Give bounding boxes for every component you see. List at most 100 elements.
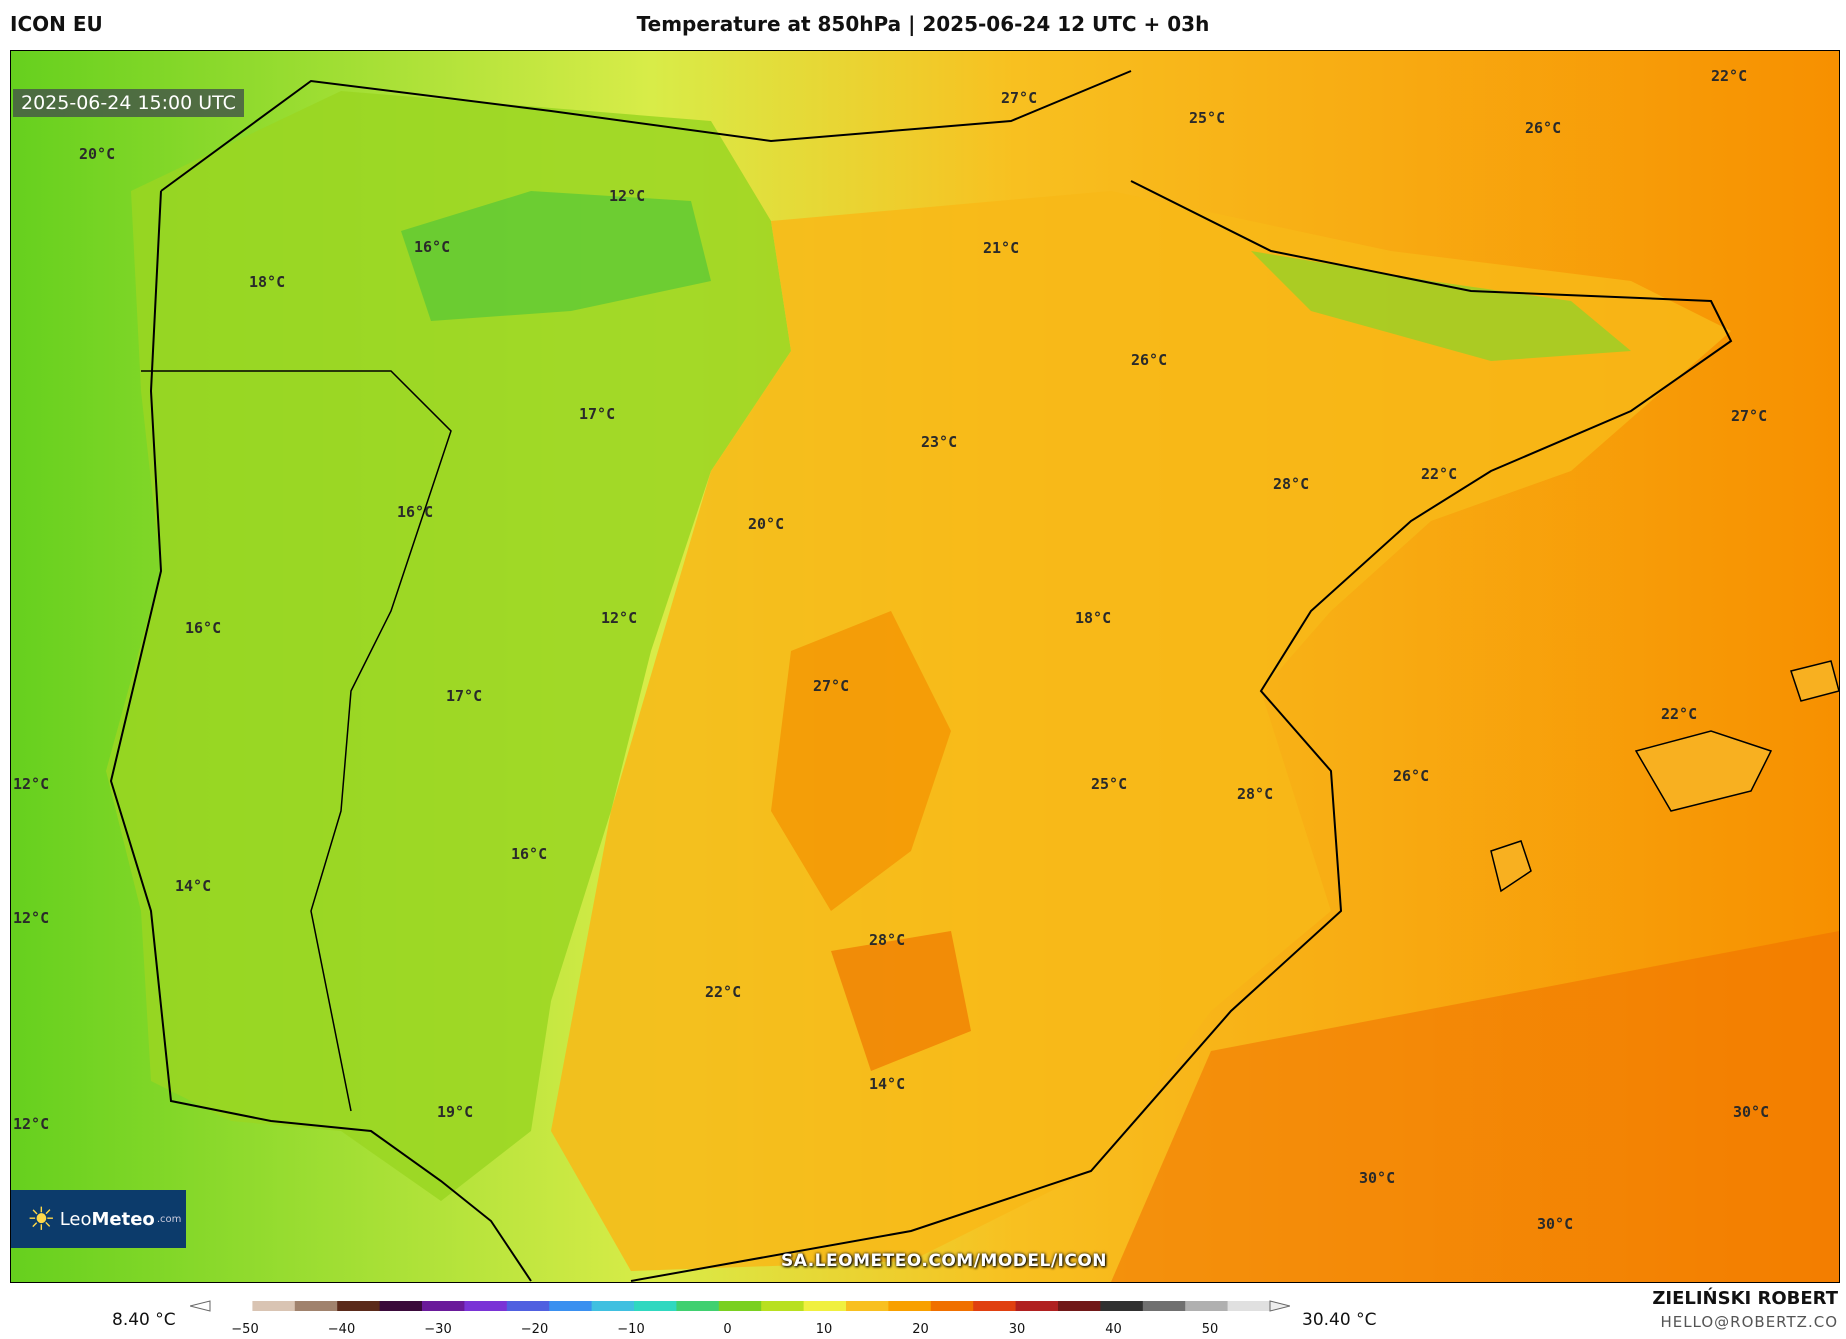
colorbar-segment <box>337 1301 381 1311</box>
colorbar-segment <box>803 1301 847 1311</box>
colorbar-tick-label: −30 <box>424 1322 452 1337</box>
temp-label: 12°C <box>13 909 50 927</box>
colorbar-segment <box>846 1301 889 1311</box>
colorbar-arrow-left <box>190 1300 211 1312</box>
temp-label: 20°C <box>748 515 785 533</box>
colorbar-segment <box>506 1301 550 1311</box>
temp-label: 12°C <box>13 1115 50 1133</box>
colorbar-segment <box>718 1301 762 1311</box>
temp-label: 30°C <box>1537 1215 1574 1233</box>
colorbar-tick-label: 40 <box>1105 1322 1122 1337</box>
valid-time-badge: 2025-06-24 15:00 UTC <box>13 89 244 117</box>
land-west <box>106 91 791 1201</box>
temp-label: 14°C <box>175 877 212 895</box>
colorbar-arrow-right <box>1269 1300 1290 1312</box>
colorbar-segment <box>761 1301 805 1311</box>
temp-label: 28°C <box>1273 475 1310 493</box>
colorbar-tick-label: 20 <box>912 1322 929 1337</box>
colorbar-segment <box>1100 1301 1144 1311</box>
coastline <box>109 70 1733 1282</box>
author-email: HELLO@ROBERTZ.CO <box>1660 1313 1838 1331</box>
leometeo-logo: ☀ LeoMeteo .com <box>11 1190 186 1248</box>
colorbar-segment <box>1015 1301 1059 1311</box>
colorbar-segment <box>888 1301 932 1311</box>
temp-label: 12°C <box>609 187 646 205</box>
temp-label: 22°C <box>705 983 742 1001</box>
balearic-menorca <box>1790 660 1839 702</box>
colorbar-segment <box>1142 1301 1186 1311</box>
sun-icon: ☀ <box>27 1200 56 1238</box>
temp-label: 27°C <box>1001 89 1038 107</box>
logo-domain: .com <box>156 1213 182 1225</box>
cool-band-north <box>401 191 711 321</box>
colorbar-segment <box>210 1301 253 1311</box>
temp-label: 16°C <box>185 619 222 637</box>
balearic-ibiza <box>1490 840 1532 893</box>
colorbar-tick-label: −20 <box>520 1322 549 1337</box>
colorbar-segment <box>549 1301 593 1311</box>
temp-label: 25°C <box>1189 109 1226 127</box>
colorbar-min-label: 8.40 °C <box>112 1310 176 1330</box>
temp-label: 16°C <box>397 503 434 521</box>
temp-label: 16°C <box>414 238 451 256</box>
land-east <box>551 191 1731 1271</box>
temp-label: 27°C <box>813 677 850 695</box>
colorbar-segment <box>294 1301 338 1311</box>
colorbar-tick-label: −40 <box>327 1322 356 1337</box>
temp-label: 27°C <box>1731 407 1768 425</box>
logo-text: LeoMeteo <box>59 1208 155 1230</box>
temp-label: 26°C <box>1525 119 1562 137</box>
temp-label: 14°C <box>869 1075 906 1093</box>
colorbar-tick-label: 0 <box>723 1322 732 1337</box>
colorbar-segment <box>464 1301 508 1311</box>
warm-core-center <box>771 611 951 911</box>
colorbar-segment <box>676 1301 720 1311</box>
colorbar-max-label: 30.40 °C <box>1302 1310 1377 1330</box>
portugal-border <box>141 370 452 1112</box>
map-background <box>11 51 1839 1282</box>
temp-label: 26°C <box>1393 767 1430 785</box>
author-name: ZIELIŃSKI ROBERT <box>1652 1288 1838 1309</box>
colorbar-segment <box>930 1301 974 1311</box>
temp-label: 17°C <box>579 405 616 423</box>
temp-label: 30°C <box>1359 1169 1396 1187</box>
temp-label: 28°C <box>869 931 906 949</box>
temp-label: 16°C <box>511 845 548 863</box>
colorbar-segment <box>973 1301 1017 1311</box>
colorbar-segment <box>591 1301 635 1311</box>
temp-label: 17°C <box>446 687 483 705</box>
colorbar-segment <box>422 1301 465 1311</box>
temp-label: 12°C <box>13 775 50 793</box>
temp-label: 22°C <box>1661 705 1698 723</box>
warm-core-south <box>831 931 971 1071</box>
temp-label: 20°C <box>79 145 116 163</box>
temp-label: 25°C <box>1091 775 1128 793</box>
temp-label: 18°C <box>249 273 286 291</box>
colorbar-tick-label: 50 <box>1201 1322 1219 1337</box>
temp-label: 21°C <box>983 239 1020 257</box>
colorbar-tick-label: −10 <box>617 1322 645 1337</box>
temp-label: 28°C <box>1237 785 1274 803</box>
temperature-map: 2025-06-24 15:00 UTC 27°C 25°C 22°C 26°C… <box>10 50 1840 1283</box>
temp-label: 12°C <box>601 609 638 627</box>
temp-label: 26°C <box>1131 351 1168 369</box>
colorbar-ticks: −50 −40 −30 −20 −10 0 10 20 30 40 50 <box>0 1322 1846 1339</box>
colorbar-segment <box>1185 1301 1229 1311</box>
model-name: ICON EU <box>10 12 103 36</box>
colorbar-tick-label: 30 <box>1008 1322 1026 1337</box>
colorbar <box>190 1300 1290 1312</box>
colorbar-segment <box>252 1301 296 1311</box>
warm-sea-southeast <box>1111 931 1839 1282</box>
colorbar-tick-label: 10 <box>815 1322 833 1337</box>
colorbar-tick-label: −50 <box>231 1322 259 1337</box>
colorbar-segment <box>634 1301 677 1311</box>
temp-label: 22°C <box>1711 67 1748 85</box>
colorbar-segment <box>1058 1301 1101 1311</box>
balearic-mallorca <box>1634 730 1773 812</box>
temp-label: 22°C <box>1421 465 1458 483</box>
colorbar-segment <box>1227 1301 1271 1311</box>
cool-band-pyrenees <box>1251 251 1631 361</box>
temp-label: 19°C <box>437 1103 474 1121</box>
temp-label: 18°C <box>1075 609 1112 627</box>
temp-label: 30°C <box>1733 1103 1770 1121</box>
